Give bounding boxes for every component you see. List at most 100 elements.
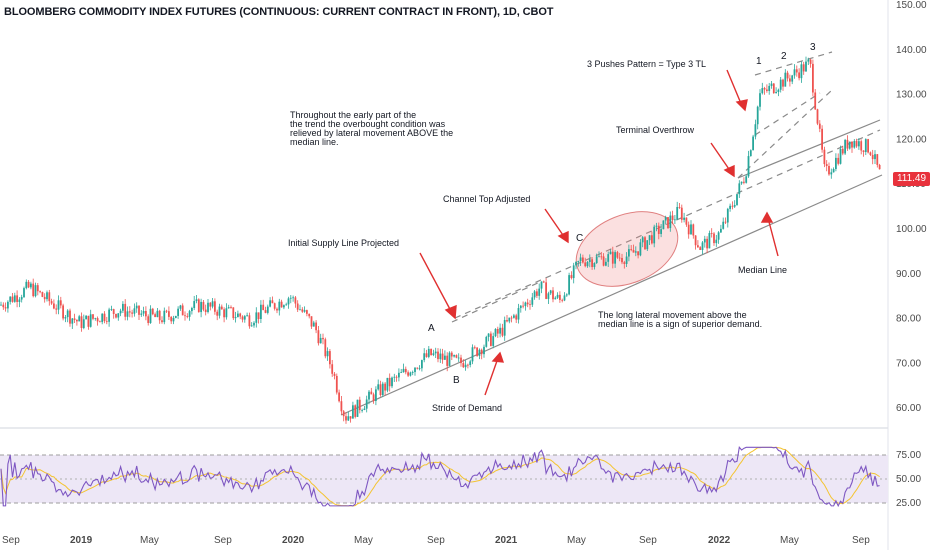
candle-body [708, 233, 711, 249]
candle-body [563, 295, 566, 301]
candle-body [135, 305, 138, 309]
candle-body [490, 333, 492, 346]
candle-body [92, 314, 94, 319]
candle-body [685, 217, 688, 225]
candle-body [184, 315, 186, 317]
candle-body [549, 290, 552, 294]
candle-body [694, 235, 697, 246]
candle-body [830, 172, 833, 175]
candle-body [575, 261, 577, 266]
candle-body [278, 301, 281, 311]
candle-body [338, 392, 340, 402]
candle-body [752, 136, 754, 151]
candle-body [869, 152, 872, 155]
candle-body [579, 257, 582, 262]
candle-body [239, 313, 242, 317]
candle-body [147, 316, 150, 323]
candle-body [740, 181, 743, 184]
candle-body [611, 251, 614, 264]
candle-body [308, 313, 311, 317]
candle-body [407, 372, 409, 376]
candle-body [496, 328, 499, 334]
candle-body [621, 257, 623, 263]
candle-body [18, 299, 21, 303]
candle-body [69, 310, 71, 324]
candle-body [96, 318, 99, 322]
arrow-overthrow-head [723, 164, 735, 178]
candle-body [660, 229, 662, 234]
candle-body [165, 310, 168, 312]
candle-body [450, 352, 453, 357]
candle-body [32, 283, 35, 297]
candle-body [756, 106, 759, 125]
candle-body [577, 261, 580, 262]
candle-body [186, 316, 189, 317]
candle-body [648, 235, 651, 241]
candle-body [782, 79, 784, 87]
candle-body [276, 308, 278, 311]
rsi-tick-label: 50.00 [896, 474, 921, 485]
candle-body [126, 311, 129, 317]
candle-body [747, 156, 750, 177]
annotation-early-trend: Throughout the early part of the the tren… [290, 110, 453, 147]
candle-body [234, 317, 237, 319]
candle-body [253, 322, 255, 326]
time-tick-label: 2019 [70, 535, 93, 546]
candle-body [745, 176, 748, 183]
candle-body [310, 316, 313, 327]
candle-body [347, 416, 350, 421]
candle-body [329, 351, 331, 365]
candle-body [855, 141, 858, 147]
candle-body [526, 302, 529, 305]
time-tick-label: May [567, 535, 586, 546]
candle-body [200, 301, 202, 313]
candle-body [818, 123, 821, 129]
arrow-channel-top-head [557, 230, 569, 244]
rsi-tick-label: 25.00 [896, 498, 921, 509]
candle-body [510, 317, 513, 319]
candle-body [444, 355, 446, 360]
price-tick-label: 150.00 [896, 0, 927, 11]
annotation-median-line: Median Line [738, 265, 787, 275]
candle-body [683, 217, 685, 220]
candle-body [57, 300, 60, 310]
candle-body [0, 304, 2, 306]
candle-body [805, 61, 807, 72]
candle-body [372, 394, 375, 401]
annotation-supply-line: Initial Supply Line Projected [288, 238, 399, 248]
candle-body [593, 262, 596, 267]
candle-body [354, 405, 357, 417]
candle-body [837, 157, 840, 164]
candle-body [798, 72, 800, 79]
candle-body [775, 92, 777, 94]
candle-body [87, 315, 90, 327]
candle-body [674, 219, 676, 221]
candle-body [71, 318, 74, 324]
candle-body [793, 69, 796, 76]
candle-body [122, 303, 124, 311]
stride-of-demand-line [340, 174, 883, 416]
candle-body [117, 313, 120, 318]
candle-body [20, 297, 23, 300]
channel-top-line [737, 119, 881, 179]
candle-body [149, 308, 152, 323]
candle-body [306, 310, 308, 314]
candle-body [80, 316, 83, 328]
candle-body [572, 265, 575, 279]
price-tick-label: 120.00 [896, 134, 927, 145]
candle-body [605, 261, 607, 266]
time-tick-label: Sep [639, 535, 657, 546]
candle-body [370, 391, 373, 395]
candle-body [11, 296, 14, 302]
candle-body [697, 245, 699, 248]
candle-body [27, 281, 30, 288]
candle-body [499, 327, 501, 334]
candle-body [324, 339, 327, 357]
arrow-stride-head [491, 351, 505, 363]
candle-body [736, 194, 738, 205]
candle-body [559, 294, 561, 300]
candle-body [591, 259, 593, 267]
candle-body [464, 364, 467, 368]
candle-body [319, 337, 322, 344]
candle-body [262, 304, 265, 311]
